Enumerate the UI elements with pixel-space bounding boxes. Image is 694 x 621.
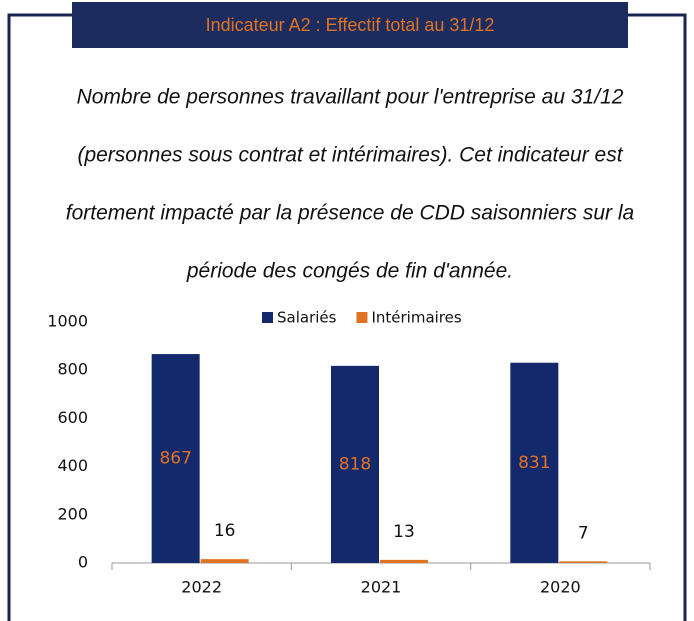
data-label: 818: [339, 454, 371, 474]
description-line: période des congés de fin d'année.: [186, 260, 513, 283]
data-label: 867: [159, 449, 191, 469]
legend-swatch: [262, 312, 273, 323]
chart-title: Indicateur A2 : Effectif total au 31/12: [206, 15, 495, 35]
description-line: (personnes sous contrat et intérimaires)…: [77, 144, 623, 167]
y-tick-label: 1000: [47, 312, 88, 331]
data-label: 831: [518, 453, 550, 473]
data-label: 16: [214, 521, 236, 541]
data-label: 13: [393, 522, 415, 542]
legend-swatch: [356, 312, 368, 323]
data-label: 7: [578, 523, 589, 543]
bar: [559, 561, 608, 563]
y-tick-label: 200: [57, 504, 88, 523]
bar: [151, 354, 200, 563]
bar: [200, 559, 249, 563]
x-tick-label: 2021: [361, 578, 402, 597]
title-banner: [72, 2, 628, 48]
legend-label: Intérimaires: [371, 309, 461, 327]
x-tick-label: 2020: [540, 578, 581, 597]
bar: [331, 365, 379, 563]
legend-label: Salariés: [277, 309, 337, 327]
y-tick-label: 400: [57, 456, 88, 475]
description-line: fortement impacté par la présence de CDD…: [66, 202, 634, 225]
description-line: Nombre de personnes travaillant pour l'e…: [77, 86, 624, 109]
x-tick-label: 2022: [181, 578, 222, 597]
y-tick-label: 800: [57, 360, 88, 379]
y-tick-label: 0: [78, 553, 88, 572]
y-tick-label: 600: [57, 408, 88, 427]
bar: [380, 559, 428, 563]
bar: [510, 362, 559, 563]
